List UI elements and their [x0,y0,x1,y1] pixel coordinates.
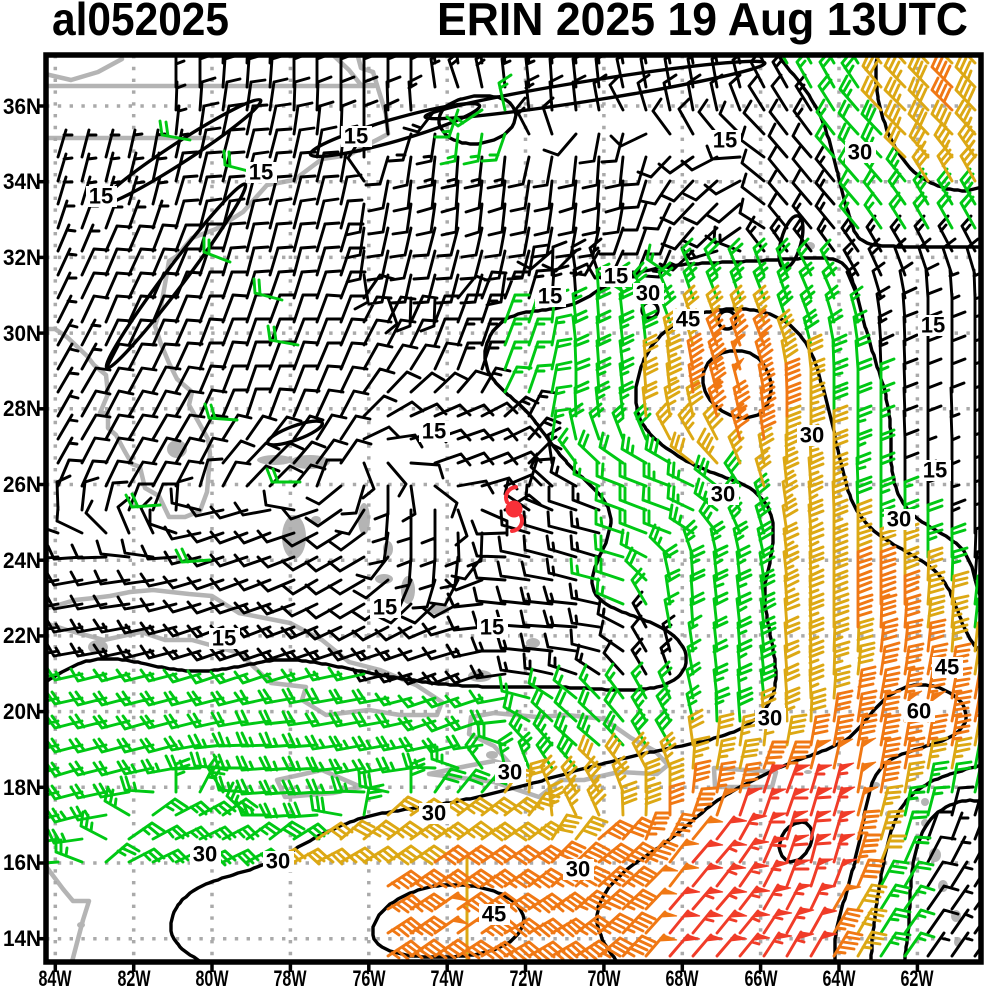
svg-text:45: 45 [482,902,506,927]
svg-text:15: 15 [422,419,446,444]
svg-text:15: 15 [344,124,368,149]
svg-text:15: 15 [713,128,737,153]
svg-text:80W: 80W [196,966,229,989]
svg-text:30N: 30N [3,321,41,346]
svg-text:45: 45 [676,307,700,332]
svg-text:14N: 14N [3,926,41,951]
svg-text:16N: 16N [3,850,41,875]
svg-text:45: 45 [935,655,959,680]
svg-text:82W: 82W [118,966,151,989]
svg-text:30: 30 [887,507,911,532]
svg-text:30: 30 [566,857,590,882]
svg-text:34N: 34N [3,169,41,194]
svg-text:15: 15 [249,160,273,185]
svg-text:30: 30 [266,849,290,874]
svg-text:60: 60 [907,699,931,724]
svg-text:84W: 84W [39,966,72,989]
svg-text:15: 15 [923,458,947,483]
svg-text:30: 30 [758,706,782,731]
svg-text:30: 30 [848,140,872,165]
svg-text:72W: 72W [510,966,543,989]
svg-text:30: 30 [422,801,446,826]
svg-text:15: 15 [373,595,397,620]
svg-text:20N: 20N [3,699,41,724]
svg-text:64W: 64W [823,966,856,989]
svg-text:36N: 36N [3,94,41,119]
svg-text:30: 30 [498,760,522,785]
svg-text:76W: 76W [353,966,386,989]
svg-text:30: 30 [193,842,217,867]
svg-text:15: 15 [921,313,945,338]
svg-text:15: 15 [604,264,628,289]
svg-text:32N: 32N [3,245,41,270]
svg-text:62W: 62W [901,966,934,989]
svg-text:78W: 78W [274,966,307,989]
svg-text:74W: 74W [431,966,464,989]
svg-text:28N: 28N [3,396,41,421]
svg-text:30: 30 [711,482,735,507]
svg-text:30: 30 [636,281,660,306]
svg-text:22N: 22N [3,623,41,648]
svg-text:66W: 66W [745,966,778,989]
svg-text:ERIN 2025 19 Aug 13UTC: ERIN 2025 19 Aug 13UTC [437,0,968,45]
svg-text:al052025: al052025 [52,0,229,45]
svg-text:18N: 18N [3,775,41,800]
svg-text:30: 30 [800,423,824,448]
svg-text:15: 15 [538,284,562,309]
svg-text:68W: 68W [666,966,699,989]
svg-text:15: 15 [212,626,236,651]
svg-text:15: 15 [480,615,504,640]
svg-text:70W: 70W [588,966,621,989]
svg-text:26N: 26N [3,472,41,497]
svg-text:15: 15 [89,184,113,209]
svg-text:24N: 24N [3,548,41,573]
